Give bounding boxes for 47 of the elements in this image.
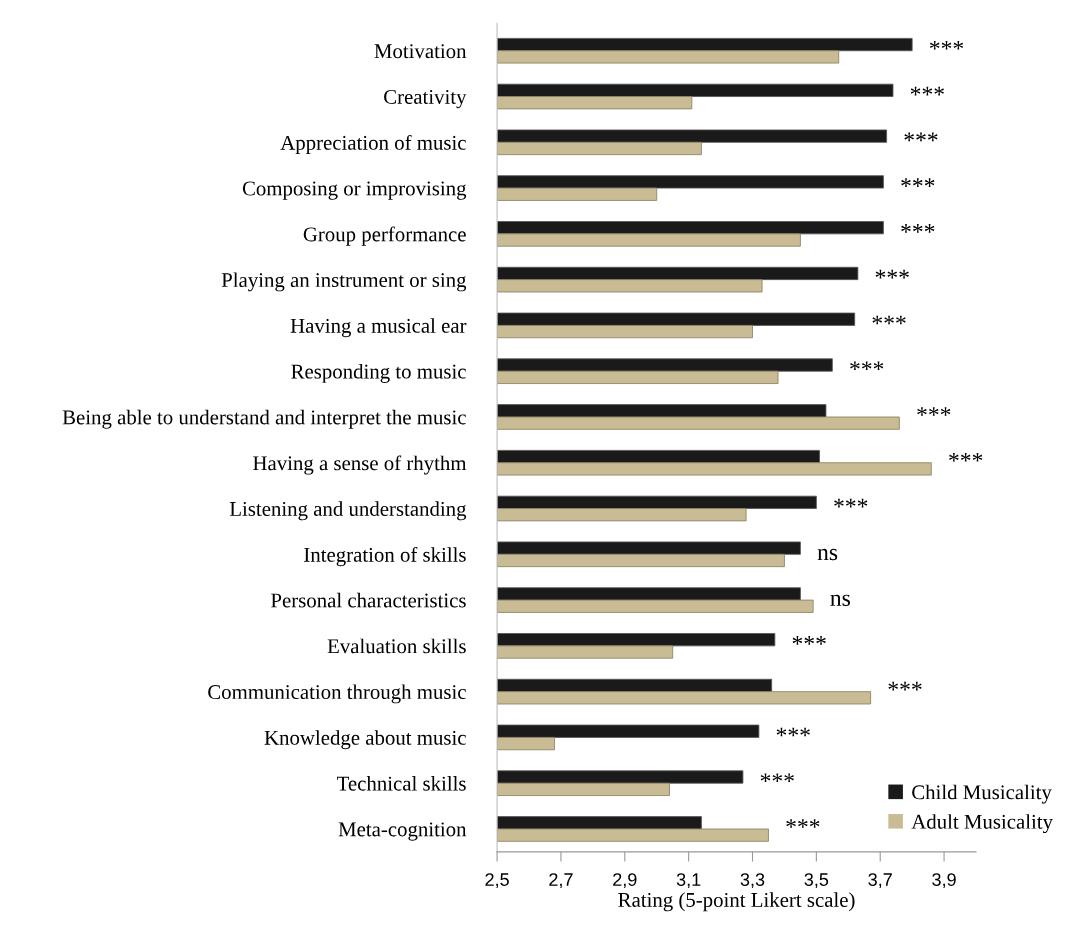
annotation: *** <box>910 86 944 96</box>
y-tick-label: Motivation <box>374 44 467 59</box>
annotation: *** <box>760 773 794 783</box>
y-tick-label: Composing or improvising <box>242 181 467 200</box>
y-tick-label: Appreciation of music <box>280 134 466 155</box>
annotation: *** <box>850 361 884 371</box>
annotation: *** <box>901 178 935 187</box>
annotation: *** <box>792 636 826 645</box>
y-tick-label: Personal characteristics <box>271 592 466 608</box>
annotation: *** <box>904 132 938 142</box>
x-tick-label: 3,7 <box>868 873 892 889</box>
y-tick-label: Integration of skills <box>304 546 466 567</box>
y-tick-label: Knowledge about music <box>264 730 466 750</box>
y-tick-label: Having a sense of rhythm <box>253 455 467 475</box>
annotation: *** <box>786 819 820 828</box>
x-tick-label: 3,1 <box>676 873 701 889</box>
y-tick-label: Creativity <box>384 89 467 109</box>
y-tick-label: Communication through music <box>208 684 466 704</box>
y-tick-label: Responding to music <box>291 363 466 383</box>
annotation: *** <box>929 40 964 50</box>
x-tick-label: 2,7 <box>549 873 573 889</box>
annotation: *** <box>875 269 909 279</box>
x-tick-label: 3,5 <box>804 873 829 889</box>
annotation: ns <box>830 594 850 606</box>
annotation: *** <box>949 452 983 462</box>
annotation: *** <box>917 407 951 416</box>
annotation: *** <box>888 681 922 691</box>
annotation: *** <box>776 727 810 737</box>
y-tick-label: Evaluation skills <box>327 638 466 654</box>
y-tick-label: Listening and understanding <box>229 501 467 521</box>
x-axis-title: Rating (5-point Likert scale) <box>618 892 855 912</box>
y-tick-label: Having a musical ear <box>290 318 467 338</box>
legend-label: Child Musicality <box>912 784 1052 804</box>
x-tick-label: 3,3 <box>740 873 765 889</box>
x-tick-label: 2,5 <box>485 873 509 889</box>
y-tick-label: Being able to understand and interpret the music <box>62 409 466 429</box>
y-tick-label: Group performance <box>303 226 466 246</box>
legend-label: Adult Musicality <box>911 814 1053 834</box>
y-tick-label: Playing an instrument or sing <box>221 272 467 292</box>
x-tick-label: 2,9 <box>613 873 637 889</box>
x-tick-label: 3,9 <box>932 873 956 889</box>
annotation: ns <box>817 548 838 561</box>
annotation: *** <box>872 315 906 325</box>
y-tick-label: Meta-cognition <box>338 822 467 841</box>
y-tick-label: Technical skills <box>337 775 466 791</box>
annotation: *** <box>834 498 868 508</box>
annotation: *** <box>901 224 935 233</box>
